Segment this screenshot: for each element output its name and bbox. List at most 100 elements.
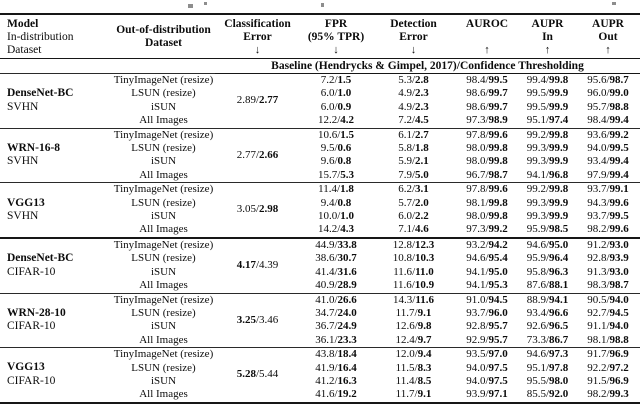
detection-error-cell: 7.1/4.6	[398, 223, 429, 236]
detection-error-cell: 7.9/5.0	[398, 168, 429, 181]
aupr-out-cell: 94.3/99.6	[587, 196, 629, 209]
aupr-in-cell: 99.3/99.9	[526, 210, 569, 223]
auroc-cell: 94.6/95.4	[466, 252, 508, 265]
cropped-caption-remnants	[0, 0, 640, 12]
classification-error-cell: 5.28/5.44	[236, 368, 279, 381]
detection-error-cell: 7.2/4.5	[398, 114, 429, 127]
header-line: AUPR	[592, 18, 624, 30]
aupr-out-cell: 91.1/94.0	[587, 320, 629, 333]
auroc-cell: 91.0/94.5	[466, 293, 508, 306]
model-cell: DenseNet-BC SVHN	[0, 74, 112, 129]
aupr-in-cell: 99.3/99.9	[526, 155, 569, 168]
auroc-cell: 98.4/99.5	[466, 74, 508, 86]
fpr-cell: 41.4/31.6	[315, 265, 357, 278]
aupr-out-cell: 98.3/98.7	[587, 279, 629, 292]
in-distribution-dataset: SVHN	[7, 210, 39, 223]
fpr-cell: 14.2/4.3	[317, 223, 355, 236]
auroc-cell: 98.6/99.7	[466, 100, 508, 113]
fpr-cell: 44.9/33.8	[315, 238, 357, 251]
model-name: DenseNet-BC	[7, 252, 74, 265]
aupr-in-cell: 85.5/92.0	[526, 388, 569, 401]
ood-dataset-cell: iSUN	[150, 210, 177, 223]
detection-error-cell: 6.1/2.7	[398, 128, 429, 141]
table-row: LSUN (resize) 6.0/1.0 4.9/2.3 98.6/99.7 99.5…	[0, 87, 640, 100]
col-header-auroc: AUROC ↑	[455, 14, 519, 59]
ood-dataset-cell: All Images	[139, 279, 188, 292]
fpr-cell: 10.6/1.5	[317, 128, 355, 141]
classification-error-cell: 3.25/3.46	[236, 313, 279, 326]
table-row: All Images 12.2/4.2 7.2/4.5 97.3/98.9 95.1/9…	[0, 114, 640, 128]
auroc-cell: 93.5/97.0	[466, 348, 508, 361]
aupr-out-cell: 95.7/98.8	[587, 100, 629, 113]
ood-dataset-cell: iSUN	[150, 320, 177, 333]
header-line: Out	[598, 31, 618, 43]
in-distribution-dataset: CIFAR-10	[7, 320, 56, 333]
detection-error-cell: 11.7/9.1	[395, 306, 432, 319]
aupr-out-cell: 91.5/96.9	[587, 374, 629, 387]
ood-dataset-cell: TinyImageNet (resize)	[113, 74, 214, 86]
classification-error-cell: 3.05/2.98	[236, 203, 279, 216]
model-block: WRN-16-8 SVHN TinyImageNet (resize) 2.77/2.…	[0, 128, 640, 183]
model-block: DenseNet-BC CIFAR-10 TinyImageNet (resize)…	[0, 237, 640, 293]
ood-dataset-cell: All Images	[139, 114, 188, 127]
table-row: WRN-28-10 CIFAR-10 TinyImageNet (resize) 3.…	[0, 293, 640, 333]
method-span-row: Baseline (Hendrycks & Gimpel, 2017)/Conf…	[0, 58, 640, 74]
table-row: iSUN 41.4/31.6 11.6/11.0 94.1/95.0 95.8/96.3…	[0, 266, 640, 279]
fpr-cell: 11.4/1.8	[318, 183, 354, 196]
auroc-cell: 98.0/99.8	[466, 210, 508, 223]
model-block: WRN-28-10 CIFAR-10 TinyImageNet (resize) 3.…	[0, 293, 640, 348]
aupr-out-cell: 96.0/99.0	[587, 87, 629, 100]
table-row: All Images 14.2/4.3 7.1/4.6 97.3/99.2 95.9/9…	[0, 223, 640, 237]
aupr-out-cell: 93.4/99.4	[587, 155, 629, 168]
table-row: DenseNet-BC CIFAR-10 TinyImageNet (resize)…	[0, 238, 640, 278]
ood-dataset-cell: iSUN	[150, 100, 177, 113]
header-line: Detection	[390, 18, 437, 30]
table-row: All Images 40.9/28.9 11.6/10.9 94.1/95.3 87.…	[0, 279, 640, 293]
fpr-cell: 41.2/16.3	[315, 374, 357, 387]
ood-dataset-cell: LSUN (resize)	[131, 252, 196, 265]
fpr-cell: 6.0/0.9	[320, 100, 352, 113]
auroc-cell: 93.9/97.1	[466, 388, 508, 401]
aupr-in-cell: 95.1/97.4	[526, 114, 569, 127]
aupr-in-cell: 99.2/99.8	[526, 128, 569, 141]
detection-error-cell: 5.8/1.8	[398, 142, 429, 155]
aupr-out-cell: 98.4/99.4	[587, 114, 629, 127]
model-block: VGG13 CIFAR-10 TinyImageNet (resize) 5.28/5…	[0, 347, 640, 404]
auroc-cell: 98.0/99.8	[466, 155, 508, 168]
table-row: VGG13 CIFAR-10 TinyImageNet (resize) 5.28/5…	[0, 348, 640, 387]
auroc-cell: 98.6/99.7	[466, 87, 508, 100]
caption-fragment	[321, 3, 324, 7]
auroc-cell: 94.0/97.5	[466, 374, 508, 387]
auroc-cell: 93.7/96.0	[466, 306, 508, 319]
ood-dataset-cell: LSUN (resize)	[131, 196, 196, 209]
detection-error-cell: 11.7/9.1	[395, 388, 432, 401]
ood-dataset-cell: LSUN (resize)	[131, 361, 196, 374]
ood-dataset-cell: iSUN	[150, 155, 177, 168]
aupr-out-cell: 93.6/99.2	[587, 128, 629, 141]
model-name: WRN-16-8	[7, 141, 61, 154]
detection-error-cell: 5.7/2.0	[398, 196, 429, 209]
auroc-cell: 97.8/99.6	[466, 128, 508, 141]
down-arrow-icon: ↓	[333, 44, 339, 56]
detection-error-cell: 14.3/11.6	[393, 293, 434, 306]
fpr-cell: 12.2/4.2	[317, 114, 355, 127]
aupr-out-cell: 92.8/93.9	[587, 252, 629, 265]
detection-error-cell: 11.5/8.3	[395, 361, 432, 374]
detection-error-cell: 5.9/2.1	[398, 155, 429, 168]
up-arrow-icon: ↑	[605, 44, 611, 56]
fpr-cell: 41.6/19.2	[315, 388, 357, 401]
ood-dataset-cell: LSUN (resize)	[131, 306, 196, 319]
aupr-in-cell: 93.4/96.6	[526, 306, 569, 319]
model-cell: VGG13 CIFAR-10	[0, 348, 112, 404]
fpr-cell: 40.9/28.9	[315, 279, 357, 292]
header-line: Classification	[224, 18, 291, 30]
table-row: iSUN 41.2/16.3 11.4/8.5 94.0/97.5 95.5/98.0 9…	[0, 375, 640, 388]
ood-dataset-cell: LSUN (resize)	[131, 142, 196, 155]
aupr-in-cell: 87.6/88.1	[526, 279, 569, 292]
aupr-out-cell: 98.2/99.6	[587, 223, 629, 236]
fpr-cell: 36.1/23.3	[315, 333, 357, 346]
aupr-in-cell: 95.9/96.4	[526, 252, 569, 265]
ood-dataset-cell: LSUN (resize)	[131, 87, 196, 100]
up-arrow-icon: ↑	[484, 44, 490, 56]
detection-error-cell: 12.4/9.7	[395, 333, 432, 346]
